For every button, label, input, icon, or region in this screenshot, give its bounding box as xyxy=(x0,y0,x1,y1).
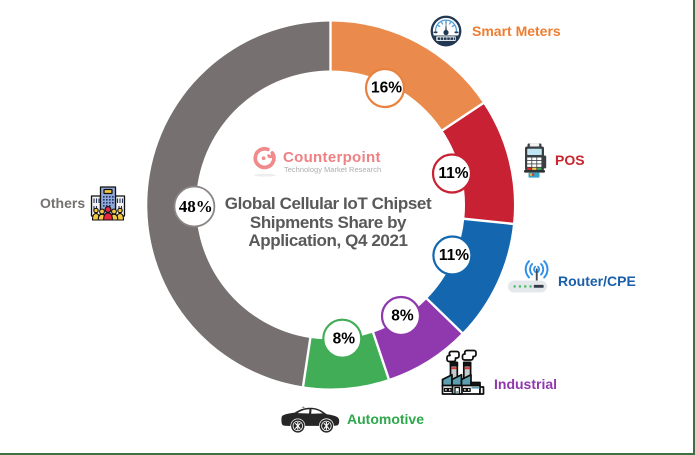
svg-text:11%: 11% xyxy=(439,247,469,264)
svg-text:48%: 48% xyxy=(179,197,213,216)
svg-text:8%: 8% xyxy=(333,330,356,347)
svg-text:16%: 16% xyxy=(371,80,402,97)
svg-text:11%: 11% xyxy=(438,165,468,182)
svg-text:8%: 8% xyxy=(391,308,414,325)
